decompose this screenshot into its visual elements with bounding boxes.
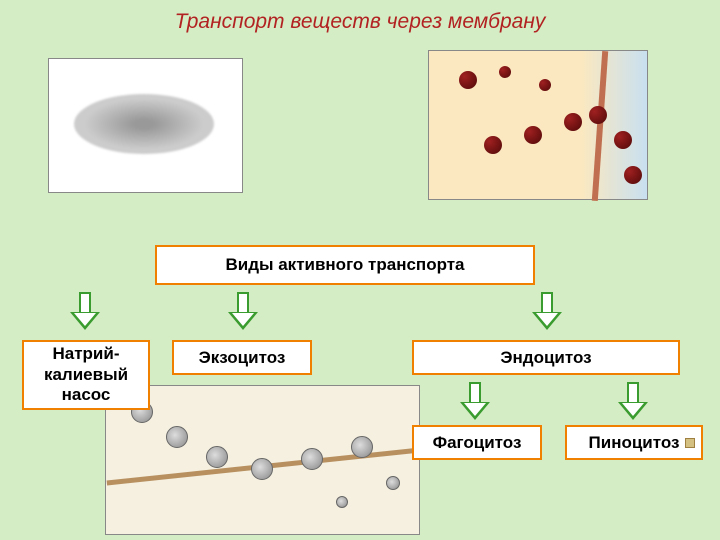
box-pino-label: Пиноцитоз: [589, 433, 680, 453]
box-phagocytosis: Фагоцитоз: [412, 425, 542, 460]
arrow-icon: [534, 292, 560, 332]
arrow-icon: [620, 382, 646, 422]
box-na-k-pump: Натрий- калиевый насос: [22, 340, 150, 410]
image-endocytosis: [428, 50, 648, 200]
arrow-icon: [230, 292, 256, 332]
box-na-k-label: Натрий- калиевый насос: [44, 344, 128, 405]
pino-square-icon: [685, 438, 695, 448]
box-exocytosis: Экзоцитоз: [172, 340, 312, 375]
image-exocytosis: [105, 385, 420, 535]
page-title: Транспорт веществ через мембрану: [0, 0, 720, 34]
arrow-icon: [462, 382, 488, 422]
arrow-icon: [72, 292, 98, 332]
box-endocytosis: Эндоцитоз: [412, 340, 680, 375]
box-main: Виды активного транспорта: [155, 245, 535, 285]
image-micrograph: [48, 58, 243, 193]
box-pinocytosis: Пиноцитоз: [565, 425, 703, 460]
